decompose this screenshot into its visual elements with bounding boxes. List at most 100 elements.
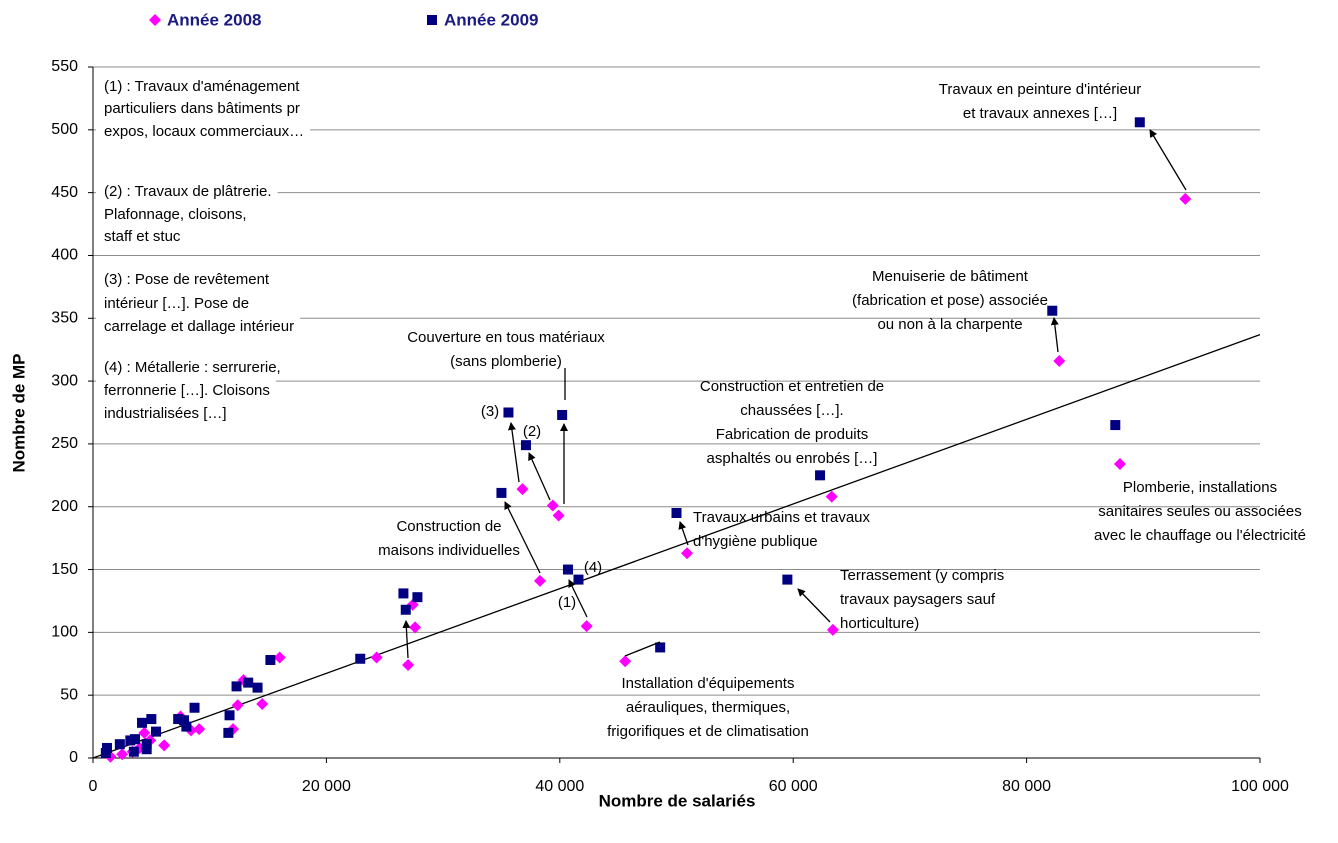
annotation: asphaltés ou enrobés […] <box>707 450 878 467</box>
point <box>189 702 200 713</box>
y-tick-label: 100 <box>51 624 78 641</box>
x-tick-label: 40 000 <box>535 778 584 795</box>
x-tick-label: 100 000 <box>1231 778 1289 795</box>
annotation: (4) <box>584 559 602 576</box>
annotation: maisons individuelles <box>378 542 520 559</box>
annotation: Menuiserie de bâtiment <box>872 268 1029 285</box>
point <box>128 746 139 757</box>
point <box>400 604 411 615</box>
annotation: d'hygiène publique <box>693 533 818 550</box>
point <box>503 407 514 418</box>
point <box>116 748 129 761</box>
point <box>141 739 152 750</box>
y-tick-label: 450 <box>51 184 78 201</box>
point <box>1113 458 1126 471</box>
x-axis-title: Nombre de salariés <box>599 791 756 810</box>
note-background <box>96 267 276 291</box>
point <box>655 642 666 653</box>
point <box>138 726 151 739</box>
point <box>1053 354 1066 367</box>
point <box>1047 305 1058 316</box>
point <box>256 697 269 710</box>
note-line: ferronnerie […]. Cloisons <box>104 382 270 399</box>
note-background <box>96 74 307 98</box>
point <box>151 726 162 737</box>
point <box>158 739 171 752</box>
point <box>141 744 152 755</box>
annotation: Installation d'équipements <box>622 675 795 692</box>
arrow <box>797 588 831 623</box>
point <box>231 681 242 692</box>
y-tick-label: 0 <box>69 749 78 766</box>
note-line: expos, locaux commerciaux… <box>104 123 304 140</box>
note-background <box>96 119 311 143</box>
point <box>193 723 206 736</box>
note-line: (3) : Pose de revêtement <box>104 271 270 288</box>
point <box>825 490 838 503</box>
arrow <box>678 521 689 546</box>
y-tick-label: 500 <box>51 121 78 138</box>
note-line: industrialisées […] <box>104 405 227 422</box>
annotation: (1) <box>558 594 576 611</box>
note-background <box>96 355 287 379</box>
annotation: Travaux urbains et travaux <box>693 509 871 526</box>
point <box>173 714 184 725</box>
x-tick-label: 0 <box>89 778 98 795</box>
annotation: (3) <box>481 403 499 420</box>
note-background <box>96 378 276 402</box>
annotation: et travaux annexes […] <box>963 105 1117 122</box>
note-background <box>96 224 187 248</box>
point <box>546 499 559 512</box>
point <box>100 747 111 758</box>
annotation: avec le chauffage ou l'électricité <box>1094 527 1306 544</box>
x-tick-label: 20 000 <box>302 778 351 795</box>
arrow <box>507 422 520 483</box>
annotation: Travaux en peinture d'intérieur <box>939 81 1141 98</box>
annotation: aérauliques, thermiques, <box>626 699 790 716</box>
note-background <box>96 291 256 315</box>
point <box>782 574 793 585</box>
arrow <box>1050 317 1059 353</box>
point <box>179 715 190 726</box>
arrow <box>1149 129 1187 191</box>
point <box>409 621 422 634</box>
note-line: intérieur […]. Pose de <box>104 295 249 312</box>
point <box>146 714 157 725</box>
y-tick-label: 200 <box>51 498 78 515</box>
y-axis-title: Nombre de MP <box>9 353 28 472</box>
arrow <box>624 641 661 657</box>
point <box>1179 192 1192 205</box>
x-tick-label: 60 000 <box>769 778 818 795</box>
annotation: horticulture) <box>840 615 919 632</box>
arrow <box>402 620 411 659</box>
point <box>619 655 632 668</box>
note-background <box>96 202 253 226</box>
point <box>102 742 113 753</box>
point <box>533 574 546 587</box>
annotation: Terrassement (y compris <box>840 567 1004 584</box>
arrow <box>504 501 541 574</box>
point <box>398 588 409 599</box>
note-line: carrelage et dallage intérieur <box>104 318 294 335</box>
y-tick-label: 350 <box>51 309 78 326</box>
annotation: Couverture en tous matériaux <box>407 329 605 346</box>
y-tick-label: 550 <box>51 58 78 75</box>
point <box>114 739 125 750</box>
point <box>265 655 276 666</box>
point <box>125 735 136 746</box>
legend-label: Année 2008 <box>167 10 262 29</box>
point <box>1110 420 1121 431</box>
trendline <box>92 333 1261 759</box>
point <box>412 592 423 603</box>
annotation: travaux paysagers sauf <box>840 591 996 608</box>
arrow <box>528 452 551 501</box>
point <box>402 659 415 672</box>
point <box>231 699 244 712</box>
note-line: (1) : Travaux d'aménagement <box>104 78 300 95</box>
note-background <box>96 401 233 425</box>
point <box>273 651 286 664</box>
point <box>370 651 383 664</box>
y-tick-label: 400 <box>51 247 78 264</box>
annotation: (fabrication et pose) associée <box>852 292 1048 309</box>
y-tick-label: 50 <box>60 686 78 703</box>
